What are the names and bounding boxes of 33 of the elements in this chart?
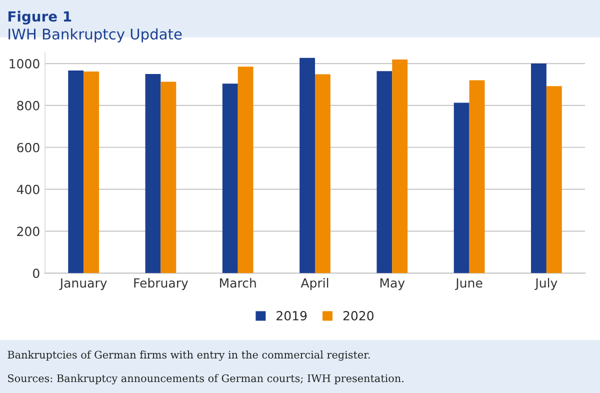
y-tick-label: 800 (17, 100, 40, 110)
legend-label: 2019 (276, 311, 307, 320)
bar (454, 102, 470, 274)
y-tick-label: 200 (17, 226, 40, 236)
bar (300, 58, 315, 274)
text: Bankruptcies of German firms with entry in the commercial register. (8, 350, 370, 361)
x-tick-label: February (134, 278, 188, 290)
bar (145, 74, 161, 274)
bar (238, 66, 254, 274)
bar (531, 64, 546, 274)
y-tick-label: 1000 (10, 59, 40, 68)
x-tick-label: April (300, 278, 328, 290)
x-tick-label: January (59, 278, 107, 290)
bar (84, 72, 99, 274)
bar (546, 86, 562, 274)
x-tick-label: May (380, 278, 405, 290)
bar (392, 60, 408, 274)
source-note: Sources: Bankruptcy announcements of German courts; IWH presentation. (8, 374, 404, 384)
bar (315, 74, 330, 274)
bar (222, 84, 238, 274)
x-tick-label: July (534, 278, 558, 290)
chart-title: Figure 1 (8, 10, 72, 24)
legend-label: 2020 (343, 311, 374, 320)
bar (376, 71, 392, 274)
y-tick-label: 600 (17, 142, 40, 152)
y-tick-label: 400 (16, 184, 40, 194)
bar (469, 80, 485, 274)
x-tick-label: June (455, 278, 482, 290)
y-tick-label: 0 (33, 268, 40, 278)
chart-subtitle: IWH Bankruptcy Update (8, 28, 182, 42)
bar (68, 70, 84, 274)
bar (160, 82, 176, 274)
x-tick-label: March (220, 278, 256, 288)
